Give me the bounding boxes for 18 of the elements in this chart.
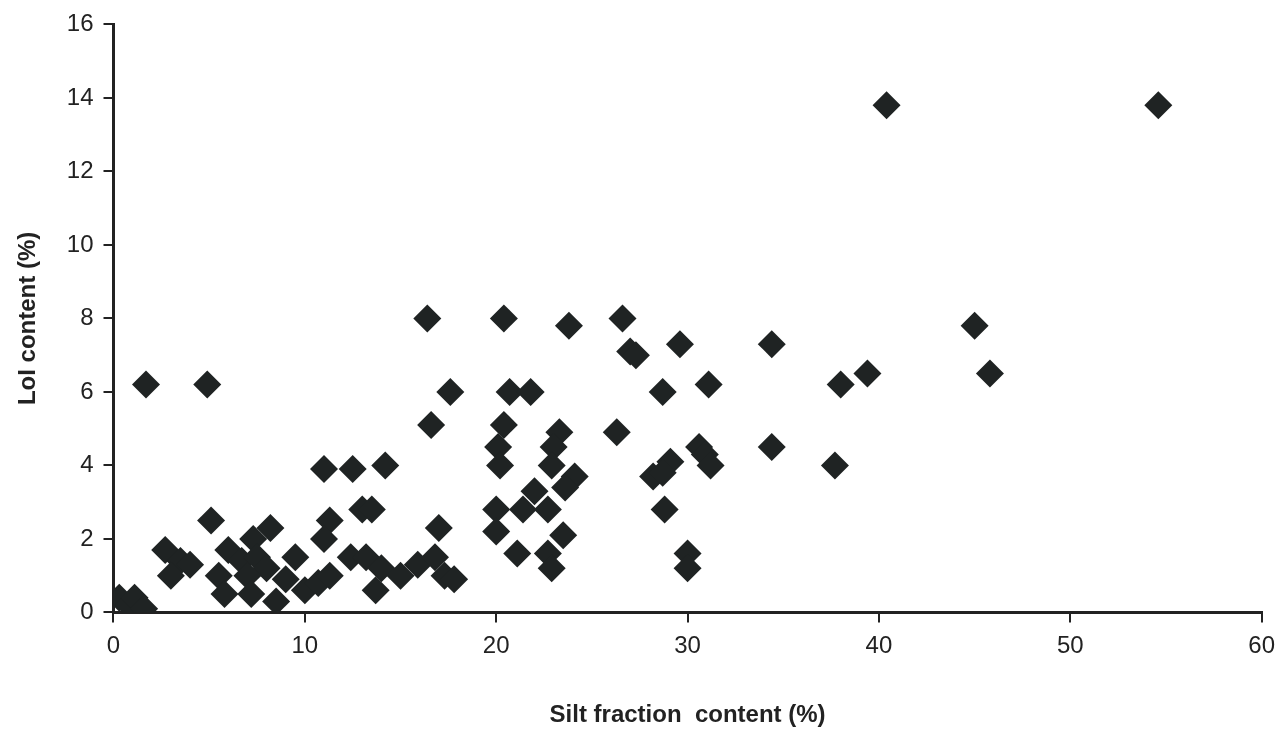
x-tick-label: 50 — [1056, 631, 1084, 659]
x-tick-label: 30 — [674, 631, 701, 659]
x-tick-label: 0 — [106, 631, 121, 659]
y-tick-label: 12 — [66, 156, 94, 184]
y-tick-label: 2 — [80, 523, 94, 551]
y-tick-label: 8 — [80, 303, 94, 331]
y-tick-label: 10 — [66, 229, 94, 257]
y-tick-label: 4 — [80, 450, 94, 478]
y-tick-label: 16 — [66, 9, 94, 37]
y-tick-label: 14 — [66, 82, 94, 110]
y-tick-label: 0 — [80, 597, 94, 625]
x-axis-title: Silt fraction content (%) — [549, 700, 826, 728]
x-tick-label: 40 — [865, 631, 893, 659]
x-tick-label: 20 — [482, 631, 510, 659]
y-axis-title: LoI content (%) — [13, 231, 41, 406]
x-tick-label: 60 — [1248, 631, 1275, 659]
x-tick-label: 10 — [291, 631, 319, 659]
y-tick-label: 6 — [80, 376, 94, 404]
